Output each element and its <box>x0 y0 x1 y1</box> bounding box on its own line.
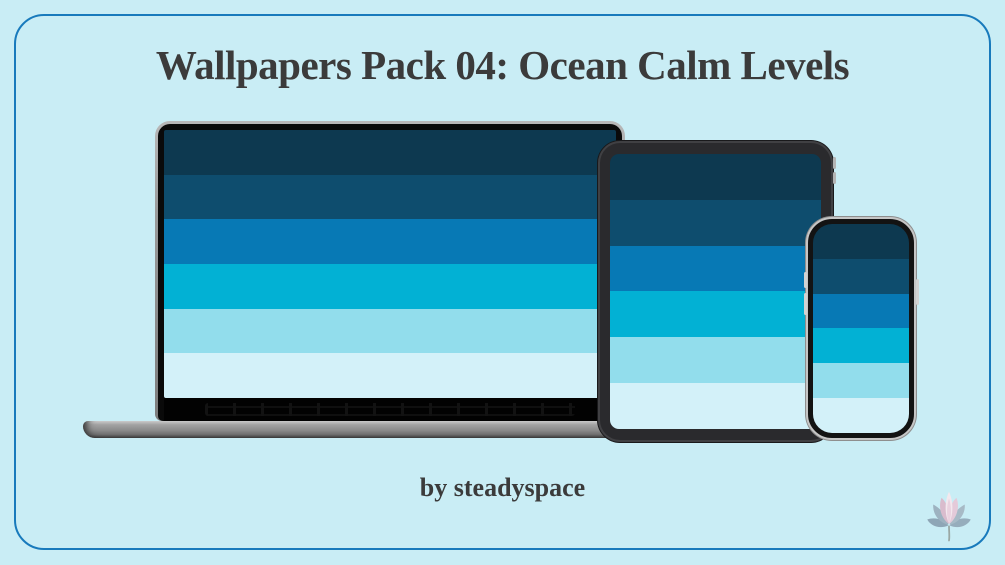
phone-side-button <box>803 293 807 315</box>
wallpaper-stripe <box>164 308 616 354</box>
phone-mockup <box>803 217 919 440</box>
page-title: Wallpapers Pack 04: Ocean Calm Levels <box>155 42 850 88</box>
tablet-volume-down-button <box>832 172 836 184</box>
laptop-base <box>83 421 708 438</box>
laptop-keys <box>204 402 576 417</box>
tablet-mockup <box>598 141 836 442</box>
laptop-mockup <box>155 121 625 421</box>
lotus-flower-icon <box>927 491 971 542</box>
wallpaper-stripe <box>164 219 616 265</box>
phone-wallpaper <box>813 224 909 433</box>
wallpaper-stripe <box>813 258 909 294</box>
tablet-wallpaper <box>610 154 821 429</box>
wallpaper-stripe <box>813 224 909 259</box>
laptop-bezel <box>158 124 622 421</box>
phone-side-button <box>803 272 807 288</box>
wallpaper-stripe <box>813 293 909 329</box>
wallpaper-stripe <box>813 363 909 399</box>
wallpaper-stripe <box>610 291 821 338</box>
wallpaper-stripe <box>164 353 616 398</box>
laptop-keyboard <box>164 398 616 421</box>
wallpaper-stripe <box>610 245 821 292</box>
wallpaper-stripe <box>164 174 616 220</box>
wallpaper-stripe <box>610 337 821 384</box>
wallpaper-stripe <box>164 264 616 309</box>
phone-power-button <box>915 279 919 305</box>
wallpaper-stripe <box>610 154 821 200</box>
wallpaper-stripe <box>813 328 909 364</box>
tablet-volume-up-button <box>832 157 836 169</box>
wallpaper-stripe <box>813 398 909 433</box>
laptop-wallpaper <box>164 130 616 398</box>
wallpaper-stripe <box>610 199 821 246</box>
byline: by steadyspace <box>419 473 586 502</box>
wallpaper-stripe <box>610 383 821 429</box>
wallpaper-stripe <box>164 130 616 175</box>
